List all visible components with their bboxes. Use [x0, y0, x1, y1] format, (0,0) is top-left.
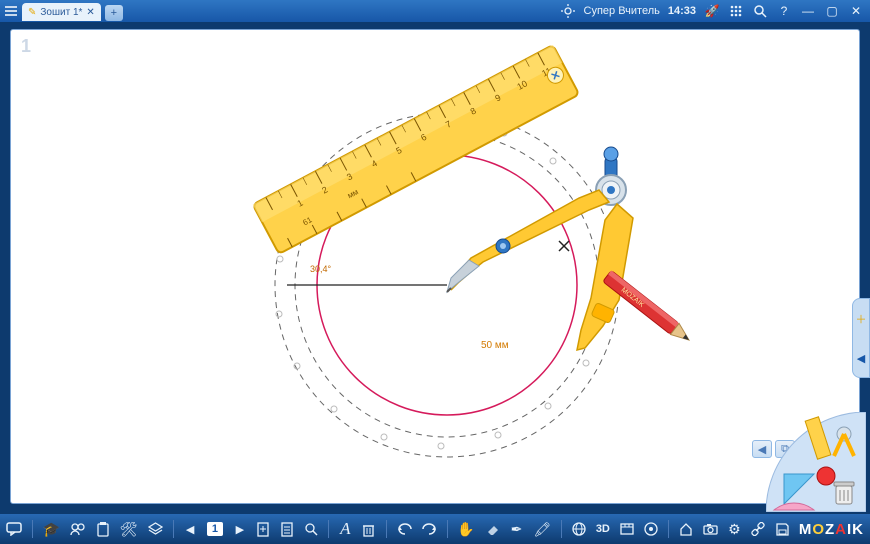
- new-page-icon[interactable]: [257, 520, 271, 538]
- angle-label: 30,4°: [310, 264, 331, 274]
- tab-notebook[interactable]: ✎ Зошит 1* ✕: [22, 3, 101, 21]
- highlighter-icon[interactable]: 🖍: [533, 520, 551, 538]
- clipboard-icon[interactable]: [96, 520, 110, 538]
- grad-cap-icon[interactable]: 🎓: [43, 520, 60, 538]
- link-icon[interactable]: [751, 520, 765, 538]
- redo-icon[interactable]: [422, 520, 437, 538]
- tab-close-icon[interactable]: ✕: [86, 7, 94, 18]
- save-icon[interactable]: [775, 520, 789, 538]
- people-icon[interactable]: [70, 520, 86, 538]
- undo-icon[interactable]: [397, 520, 412, 538]
- hamburger-icon[interactable]: [0, 0, 22, 22]
- compass-tool: MOZAIK: [447, 147, 693, 350]
- layers-icon[interactable]: [148, 520, 163, 538]
- page-indicator[interactable]: 1: [207, 522, 223, 536]
- hand-icon[interactable]: ✋: [457, 520, 474, 538]
- side-collapse-icon: ◀: [857, 352, 865, 365]
- side-plus-icon: ＋: [856, 311, 867, 327]
- eraser-icon[interactable]: [485, 520, 500, 538]
- minimize-icon[interactable]: —: [800, 3, 816, 19]
- camera-icon[interactable]: [703, 520, 718, 538]
- x-marker: [559, 241, 569, 251]
- target-icon[interactable]: [644, 520, 658, 538]
- titlebar: ✎ Зошит 1* ✕ + Супер Вчитель 14:33 🚀 ? —…: [0, 0, 870, 22]
- tool-palette[interactable]: [766, 412, 866, 512]
- globe-icon[interactable]: [572, 520, 586, 538]
- help-icon[interactable]: ?: [776, 3, 792, 19]
- settings-sun-icon[interactable]: [560, 3, 576, 19]
- page-lines-icon[interactable]: [280, 520, 294, 538]
- pencil-icon: ✎: [28, 7, 36, 18]
- side-panel-handle[interactable]: ＋ ◀: [852, 298, 870, 378]
- maximize-icon[interactable]: ▢: [824, 3, 840, 19]
- close-icon[interactable]: ✕: [848, 3, 864, 19]
- search-icon[interactable]: [752, 3, 768, 19]
- ruler-tool: 123 456 789 1011 61 мм: [253, 45, 579, 254]
- tools-icon[interactable]: 🛠: [120, 520, 138, 538]
- page-next-icon[interactable]: ▶: [233, 520, 247, 538]
- tab-label: Зошит 1*: [40, 7, 82, 18]
- brand-logo: MOZAIK: [799, 521, 864, 538]
- rocket-icon[interactable]: 🚀: [704, 3, 720, 19]
- threeD-icon[interactable]: 3D: [596, 520, 610, 538]
- drawing-canvas: 123 456 789 1011 61 мм: [11, 30, 861, 506]
- bottom-toolbar: 🎓 🛠 ◀ 1 ▶ A ✋ ✒ 🖍 3D ⚙ MOZAIK: [0, 514, 870, 544]
- trash-icon[interactable]: [362, 520, 376, 538]
- apps-icon[interactable]: [728, 3, 744, 19]
- page-prev-icon[interactable]: ◀: [183, 520, 197, 538]
- radius-label: 50 мм: [481, 340, 509, 351]
- gear-icon[interactable]: ⚙: [728, 520, 742, 538]
- film-icon[interactable]: [620, 520, 634, 538]
- home-icon[interactable]: [679, 520, 693, 538]
- pen-icon[interactable]: ✒: [510, 520, 524, 538]
- user-label: Супер Вчитель: [584, 5, 660, 17]
- canvas-area[interactable]: 1: [10, 29, 860, 504]
- chat-icon[interactable]: [6, 520, 22, 538]
- clock-time: 14:33: [668, 5, 696, 17]
- text-tool-icon[interactable]: A: [339, 520, 353, 538]
- add-tab-button[interactable]: +: [105, 5, 123, 21]
- zoom-icon[interactable]: [304, 520, 318, 538]
